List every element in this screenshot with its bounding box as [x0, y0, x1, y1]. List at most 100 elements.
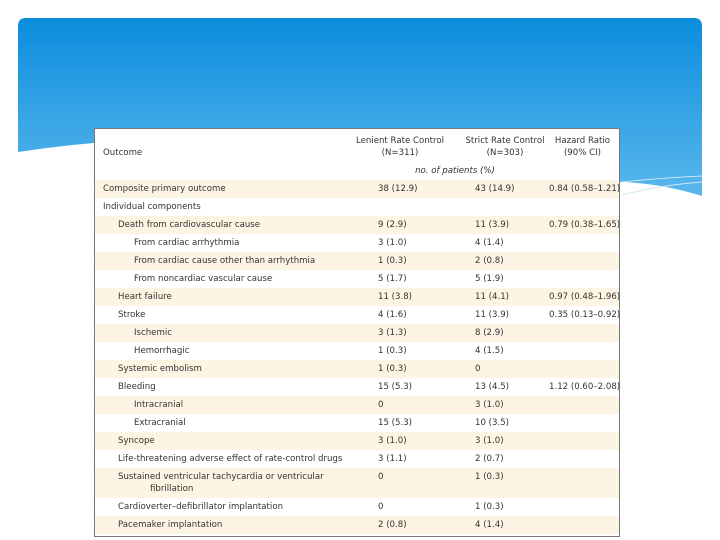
- outcome-text: Life-threatening adverse effect of rate-…: [118, 454, 343, 464]
- table-row: Sustained ventricular tachycardia or ven…: [95, 468, 619, 498]
- table-row: Hemorrhagic 1 (0.3) 4 (1.5): [95, 342, 619, 360]
- table-row: Individual components: [95, 198, 619, 216]
- lenient-value: 5 (1.7): [378, 274, 407, 284]
- strict-value: 3 (1.0): [475, 400, 504, 410]
- header-lenient: Lenient Rate Control (N=311): [345, 135, 455, 159]
- outcome-text: Stroke: [118, 310, 146, 320]
- outcome-text: Cardioverter–defibrillator implantation: [118, 502, 284, 512]
- table-row: Cardioverter–defibrillator implantation 0…: [95, 498, 619, 516]
- outcome-label: Individual components: [103, 198, 201, 216]
- lenient-value: 1 (0.3): [378, 364, 407, 374]
- strict-value: 10 (3.5): [475, 418, 510, 428]
- header-lenient-n: (N=311): [381, 148, 419, 158]
- table-row: Life-threatening adverse effect of rate-…: [95, 450, 619, 468]
- header-lenient-label: Lenient Rate Control: [355, 136, 445, 146]
- outcome-label: From cardiac arrhythmia: [134, 234, 239, 252]
- lenient-value: 15 (5.3): [378, 418, 413, 428]
- units-note: no. of patients (%): [415, 166, 495, 176]
- outcome-text: Systemic embolism: [118, 364, 202, 374]
- outcome-label: Death from cardiovascular cause: [118, 216, 260, 234]
- strict-value: 4 (1.4): [475, 520, 504, 530]
- outcome-label: Ischemic: [134, 324, 172, 342]
- header-hr-ci: (90% CI): [563, 148, 602, 158]
- table-row: Intracranial 0 3 (1.0): [95, 396, 619, 414]
- table-row: Bleeding 15 (5.3) 13 (4.5) 1.12 (0.60–2.08): [95, 378, 621, 396]
- strict-value: 1 (0.3): [475, 502, 504, 512]
- lenient-value: 0: [378, 472, 384, 482]
- lenient-value: 38 (12.9): [378, 184, 418, 194]
- strict-value: 2 (0.7): [475, 454, 504, 464]
- outcome-label: Heart failure: [118, 288, 172, 306]
- lenient-value: 0: [378, 400, 384, 410]
- table-row: Stroke 4 (1.6) 11 (3.9) 0.35 (0.13–0.92): [95, 306, 621, 324]
- strict-value: 13 (4.5): [475, 382, 510, 392]
- outcome-text: Syncope: [118, 436, 155, 446]
- outcome-text: Heart failure: [118, 292, 172, 302]
- outcome-text-cont: fibrillation: [150, 484, 194, 494]
- lenient-value: 4 (1.6): [378, 310, 407, 320]
- strict-value: 11 (3.9): [475, 220, 510, 230]
- strict-value: 11 (3.9): [475, 310, 510, 320]
- lenient-value: 2 (0.8): [378, 520, 407, 530]
- lenient-value: 15 (5.3): [378, 382, 413, 392]
- outcome-label: Cardioverter–defibrillator implantation: [118, 498, 283, 516]
- table-row: From cardiac arrhythmia 3 (1.0) 4 (1.4): [95, 234, 619, 252]
- outcome-label: Sustained ventricular tachycardia or ven…: [118, 471, 348, 495]
- table-row: From noncardiac vascular cause 5 (1.7) 5 (…: [95, 270, 619, 288]
- outcome-text: Extracranial: [134, 418, 186, 428]
- outcome-text: Ischemic: [134, 328, 172, 338]
- outcome-label: Extracranial: [134, 414, 186, 432]
- outcome-text: Pacemaker implantation: [118, 520, 223, 530]
- outcome-text: From cardiac cause other than arrhythmia: [134, 256, 316, 266]
- header-strict: Strict Rate Control (N=303): [450, 135, 560, 159]
- outcome-label: From cardiac cause other than arrhythmia: [134, 252, 315, 270]
- lenient-value: 1 (0.3): [378, 346, 407, 356]
- lenient-value: 3 (1.0): [378, 238, 407, 248]
- outcome-label: Stroke: [118, 306, 145, 324]
- outcome-label: Life-threatening adverse effect of rate-…: [118, 450, 342, 468]
- outcome-text: From cardiac arrhythmia: [134, 238, 240, 248]
- outcome-text: Hemorrhagic: [134, 346, 190, 356]
- header-outcome: Outcome: [103, 148, 143, 158]
- hazard-ratio-value: 0.97 (0.48–1.96): [549, 292, 621, 302]
- outcome-text: Intracranial: [134, 400, 184, 410]
- outcome-label: Intracranial: [134, 396, 183, 414]
- table-row: Systemic embolism 1 (0.3) 0: [95, 360, 619, 378]
- strict-value: 8 (2.9): [475, 328, 504, 338]
- table-row: From cardiac cause other than arrhythmia…: [95, 252, 619, 270]
- lenient-value: 9 (2.9): [378, 220, 407, 230]
- lenient-value: 1 (0.3): [378, 256, 407, 266]
- strict-value: 5 (1.9): [475, 274, 504, 284]
- outcome-label: Bleeding: [118, 378, 156, 396]
- table-row: Syncope 3 (1.0) 3 (1.0): [95, 432, 619, 450]
- table-row: Death from cardiovascular cause 9 (2.9) 11…: [95, 216, 621, 234]
- hazard-ratio-value: 0.35 (0.13–0.92): [549, 310, 621, 320]
- strict-value: 43 (14.9): [475, 184, 515, 194]
- outcome-label: From noncardiac vascular cause: [134, 270, 272, 288]
- header-hr-label: Hazard Ratio: [554, 136, 611, 146]
- outcome-label: Pacemaker implantation: [118, 516, 222, 534]
- lenient-value: 3 (1.0): [378, 436, 407, 446]
- strict-value: 4 (1.4): [475, 238, 504, 248]
- table-row: Heart failure 11 (3.8) 11 (4.1) 0.97 (0.48–…: [95, 288, 621, 306]
- outcome-text: Death from cardiovascular cause: [118, 220, 261, 230]
- outcome-text: Sustained ventricular tachycardia or ven…: [118, 472, 324, 482]
- lenient-value: 3 (1.3): [378, 328, 407, 338]
- hazard-ratio-value: 0.79 (0.38–1.65): [549, 220, 621, 230]
- outcome-label: Syncope: [118, 432, 155, 450]
- outcome-text: Bleeding: [118, 382, 156, 392]
- strict-value: 0: [475, 364, 481, 374]
- table-row: Composite primary outcome 38 (12.9) 43 (14…: [95, 180, 621, 198]
- outcome-text: Individual components: [103, 202, 201, 212]
- table-row: Pacemaker implantation 2 (0.8) 4 (1.4): [95, 516, 619, 534]
- lenient-value: 11 (3.8): [378, 292, 413, 302]
- hazard-ratio-value: 1.12 (0.60–2.08): [549, 382, 621, 392]
- strict-value: 3 (1.0): [475, 436, 504, 446]
- outcome-text: From noncardiac vascular cause: [134, 274, 273, 284]
- strict-value: 11 (4.1): [475, 292, 510, 302]
- table-row: Ischemic 3 (1.3) 8 (2.9): [95, 324, 619, 342]
- strict-value: 2 (0.8): [475, 256, 504, 266]
- table-row: Extracranial 15 (5.3) 10 (3.5): [95, 414, 619, 432]
- hazard-ratio-value: 0.84 (0.58–1.21): [549, 184, 621, 194]
- outcomes-table: Outcome Lenient Rate Control (N=311) Str…: [94, 128, 620, 537]
